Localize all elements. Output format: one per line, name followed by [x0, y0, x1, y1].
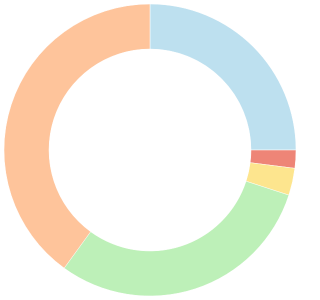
donut-slice [63, 180, 290, 297]
chart [3, 3, 297, 297]
donut-slice [149, 3, 297, 151]
donut-slice [3, 3, 151, 269]
